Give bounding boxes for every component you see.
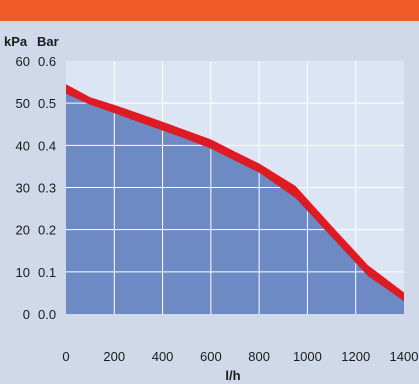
- y-tick-labels-bar: 0.0 0.1 0.2 0.3 0.4 0.5 0.6: [38, 54, 56, 322]
- x-tick-label: 0: [62, 349, 69, 364]
- y-tick-label-kpa: 60: [16, 54, 30, 69]
- x-tick-label: 400: [152, 349, 174, 364]
- ylabel-bar: Bar: [37, 34, 59, 49]
- y-tick-label-kpa: 10: [16, 265, 30, 280]
- y-tick-label-bar: 0.0: [38, 307, 56, 322]
- y-tick-label-bar: 0.3: [38, 181, 56, 196]
- y-tick-label-bar: 0.4: [38, 138, 56, 153]
- y-tick-label-bar: 0.2: [38, 223, 56, 238]
- header-bar: [0, 0, 419, 21]
- y-tick-label-bar: 0.5: [38, 96, 56, 111]
- x-tick-label: 800: [248, 349, 270, 364]
- y-tick-label-kpa: 30: [16, 181, 30, 196]
- y-tick-label-bar: 0.1: [38, 265, 56, 280]
- x-tick-label: 1200: [341, 349, 370, 364]
- x-tick-labels: 0 200 400 600 800 1000 1200 1400: [62, 349, 418, 364]
- y-tick-label-kpa: 40: [16, 138, 30, 153]
- y-tick-label-kpa: 20: [16, 223, 30, 238]
- xlabel: l/h: [225, 368, 240, 383]
- x-tick-label: 1400: [390, 349, 419, 364]
- pressure-band: [66, 84, 404, 302]
- y-tick-label-bar: 0.6: [38, 54, 56, 69]
- pressure-area: [66, 93, 404, 314]
- y-tick-label-kpa: 0: [23, 307, 30, 322]
- x-tick-label: 200: [103, 349, 125, 364]
- x-tick-label: 1000: [293, 349, 322, 364]
- y-tick-labels-kpa: 0 10 20 30 40 50 60: [16, 54, 30, 322]
- x-tick-label: 600: [200, 349, 222, 364]
- ylabel-kpa: kPa: [4, 34, 28, 49]
- y-tick-label-kpa: 50: [16, 96, 30, 111]
- horizontal-gridlines: [66, 102, 404, 273]
